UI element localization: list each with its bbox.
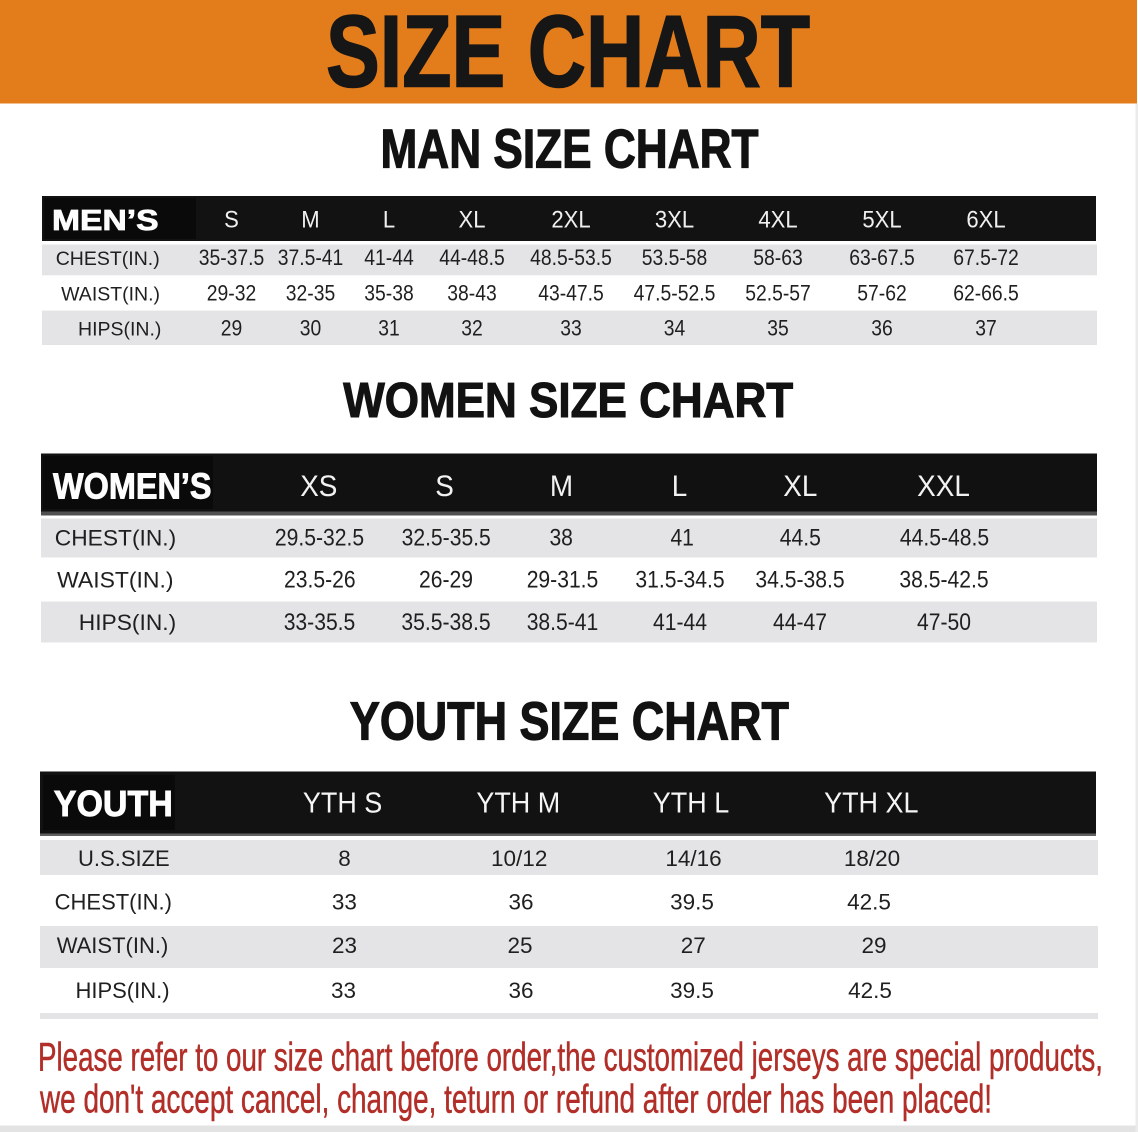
svg-text:CHEST(IN.): CHEST(IN.) [55, 526, 176, 551]
svg-text:XL: XL [459, 206, 486, 233]
svg-text:57-62: 57-62 [857, 280, 907, 305]
svg-text:WAIST(IN.): WAIST(IN.) [61, 283, 160, 305]
svg-text:4XL: 4XL [758, 206, 797, 233]
svg-text:29: 29 [221, 315, 243, 340]
svg-text:XL: XL [783, 470, 817, 503]
svg-text:58-63: 58-63 [753, 245, 803, 270]
svg-text:23.5-26: 23.5-26 [284, 567, 356, 594]
svg-text:67.5-72: 67.5-72 [953, 245, 1019, 270]
svg-text:XXL: XXL [917, 470, 970, 503]
svg-text:52.5-57: 52.5-57 [745, 280, 811, 305]
svg-text:39.5: 39.5 [670, 978, 714, 1003]
svg-text:18/20: 18/20 [844, 846, 900, 871]
svg-text:S: S [435, 470, 454, 503]
svg-text:L: L [383, 206, 395, 233]
svg-text:48.5-53.5: 48.5-53.5 [530, 245, 612, 270]
svg-text:26-29: 26-29 [419, 567, 473, 594]
svg-text:41-44: 41-44 [364, 245, 414, 270]
svg-text:63-67.5: 63-67.5 [849, 245, 915, 270]
svg-text:27: 27 [681, 933, 706, 958]
svg-text:44-48.5: 44-48.5 [439, 245, 505, 270]
svg-text:M: M [550, 470, 573, 503]
svg-text:YTH XL: YTH XL [824, 788, 918, 820]
svg-text:YOUTH: YOUTH [54, 783, 173, 824]
svg-text:6XL: 6XL [966, 206, 1005, 233]
svg-text:5XL: 5XL [862, 206, 901, 233]
svg-text:35.5-38.5: 35.5-38.5 [401, 609, 490, 636]
svg-text:31: 31 [378, 315, 400, 340]
svg-text:36: 36 [508, 889, 533, 914]
svg-text:YTH L: YTH L [653, 788, 729, 820]
svg-text:33: 33 [332, 889, 357, 914]
svg-text:CHEST(IN.): CHEST(IN.) [55, 889, 172, 914]
svg-text:HIPS(IN.): HIPS(IN.) [78, 318, 161, 340]
svg-text:42.5: 42.5 [847, 889, 891, 914]
svg-text:47.5-52.5: 47.5-52.5 [634, 280, 716, 305]
svg-text:34: 34 [664, 315, 686, 340]
svg-text:33-35.5: 33-35.5 [284, 609, 356, 636]
svg-text:41: 41 [670, 525, 694, 552]
svg-text:Please refer to our size chart: Please refer to our size chart before or… [38, 1036, 1103, 1080]
svg-text:33: 33 [331, 978, 356, 1003]
svg-text:39.5: 39.5 [670, 889, 714, 914]
svg-text:44.5: 44.5 [780, 525, 821, 552]
svg-text:33: 33 [560, 315, 582, 340]
svg-text:XS: XS [300, 470, 337, 503]
svg-text:37: 37 [975, 315, 997, 340]
svg-text:38.5-41: 38.5-41 [527, 609, 599, 636]
svg-text:HIPS(IN.): HIPS(IN.) [75, 978, 169, 1003]
svg-text:U.S.SIZE: U.S.SIZE [78, 846, 170, 871]
svg-text:34.5-38.5: 34.5-38.5 [755, 567, 844, 594]
svg-text:43-47.5: 43-47.5 [538, 280, 604, 305]
svg-text:YTH M: YTH M [476, 788, 560, 820]
svg-text:WOMEN SIZE CHART: WOMEN SIZE CHART [343, 373, 793, 428]
svg-text:35-37.5: 35-37.5 [199, 245, 265, 270]
svg-text:36: 36 [508, 978, 533, 1003]
svg-text:29-31.5: 29-31.5 [527, 567, 599, 594]
svg-text:23: 23 [332, 933, 357, 958]
svg-text:2XL: 2XL [551, 206, 590, 233]
svg-text:32.5-35.5: 32.5-35.5 [402, 525, 491, 552]
svg-text:M: M [301, 206, 319, 233]
svg-text:WAIST(IN.): WAIST(IN.) [57, 933, 169, 958]
svg-text:38: 38 [549, 525, 573, 552]
svg-text:32: 32 [461, 315, 483, 340]
svg-text:53.5-58: 53.5-58 [642, 245, 708, 270]
svg-text:38.5-42.5: 38.5-42.5 [899, 567, 988, 594]
svg-text:36: 36 [871, 315, 893, 340]
svg-text:MEN’S: MEN’S [52, 205, 159, 237]
svg-text:SIZE CHART: SIZE CHART [326, 0, 810, 109]
svg-text:31.5-34.5: 31.5-34.5 [635, 567, 724, 594]
svg-text:14/16: 14/16 [665, 846, 721, 871]
svg-text:29: 29 [861, 933, 886, 958]
svg-text:10/12: 10/12 [491, 846, 547, 871]
svg-text:YTH S: YTH S [303, 788, 382, 820]
svg-text:32-35: 32-35 [286, 280, 336, 305]
svg-text:YOUTH SIZE CHART: YOUTH SIZE CHART [350, 691, 789, 751]
svg-text:47-50: 47-50 [917, 609, 971, 636]
svg-text:S: S [224, 206, 239, 233]
svg-text:35: 35 [767, 315, 789, 340]
svg-text:62-66.5: 62-66.5 [953, 280, 1019, 305]
svg-text:3XL: 3XL [655, 206, 694, 233]
svg-text:MAN SIZE CHART: MAN SIZE CHART [381, 119, 759, 180]
svg-text:44-47: 44-47 [773, 609, 827, 636]
svg-text:42.5: 42.5 [848, 978, 892, 1003]
svg-text:35-38: 35-38 [364, 280, 414, 305]
svg-text:37.5-41: 37.5-41 [278, 245, 344, 270]
svg-text:30: 30 [300, 315, 322, 340]
svg-text:HIPS(IN.): HIPS(IN.) [79, 610, 176, 635]
svg-text:25: 25 [507, 933, 532, 958]
svg-text:CHEST(IN.): CHEST(IN.) [56, 248, 160, 270]
svg-text:29.5-32.5: 29.5-32.5 [275, 525, 364, 552]
svg-text:WOMEN’S: WOMEN’S [53, 466, 212, 507]
svg-text:WAIST(IN.): WAIST(IN.) [57, 568, 173, 593]
svg-text:8: 8 [338, 846, 351, 871]
svg-text:29-32: 29-32 [207, 280, 257, 305]
svg-text:38-43: 38-43 [447, 280, 497, 305]
svg-text:L: L [672, 470, 688, 503]
svg-text:44.5-48.5: 44.5-48.5 [900, 525, 989, 552]
svg-text:we don't accept cancel, change: we don't accept cancel, change, teturn o… [39, 1078, 992, 1122]
svg-text:41-44: 41-44 [653, 609, 707, 636]
